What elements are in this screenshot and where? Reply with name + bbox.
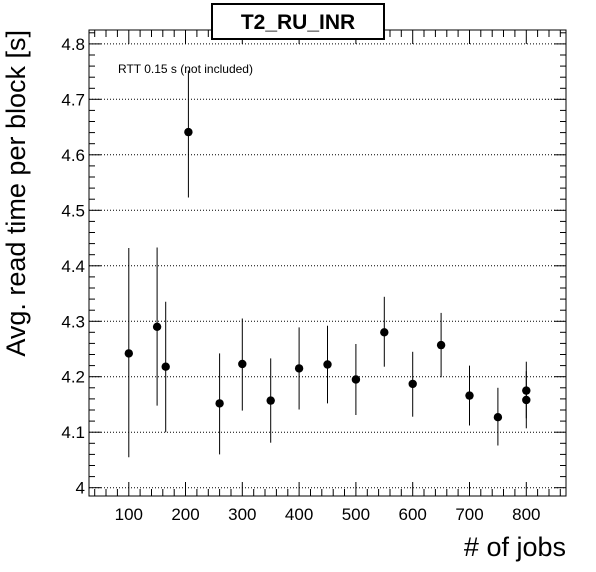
x-axis-title: # of jobs [464,532,566,562]
data-point [294,364,304,373]
y-tick-label: 4.5 [61,201,85,220]
data-point [184,127,193,137]
annotation-text: RTT 0.15 s (not included) [118,62,253,76]
data-points [124,70,531,458]
y-tick-label: 4.3 [61,312,85,331]
y-tick-label: 4.8 [61,35,85,54]
x-tick-label: 800 [512,505,540,524]
x-tick-label: 300 [228,505,256,524]
x-tick-label: 600 [399,505,427,524]
x-tick-label: 700 [455,505,483,524]
x-tick-label: 200 [171,505,199,524]
data-point [124,349,133,358]
data-point [238,359,247,369]
axis-ticks [89,30,566,496]
y-tick-label: 4.2 [61,368,85,387]
data-point [436,340,446,350]
y-tick-label: 4 [76,479,85,498]
tick-labels: 4 4.1 4.2 4.3 4.4 4.5 4.6 4.7 4.8 100 200 300 400 500… [61,35,540,524]
data-point [465,391,474,400]
data-point [266,396,275,405]
x-tick-label: 100 [115,505,143,524]
y-tick-label: 4.1 [61,423,85,442]
chart-title: T2_RU_INR [241,11,355,34]
data-point [152,322,162,331]
data-point [351,375,361,384]
title-box [211,3,385,40]
data-point [493,413,503,422]
x-tick-label: 400 [285,505,313,524]
data-point [380,328,389,337]
x-tick-label: 500 [342,505,370,524]
y-tick-label: 4.4 [61,257,85,276]
y-axis-title: Avg. read time per block [s] [1,30,31,357]
y-tick-label: 4.7 [61,90,85,109]
data-point [408,379,417,389]
y-tick-label: 4.6 [61,146,85,165]
data-point [215,399,224,408]
data-point [522,395,531,405]
data-point [161,362,170,371]
data-point [323,360,332,369]
